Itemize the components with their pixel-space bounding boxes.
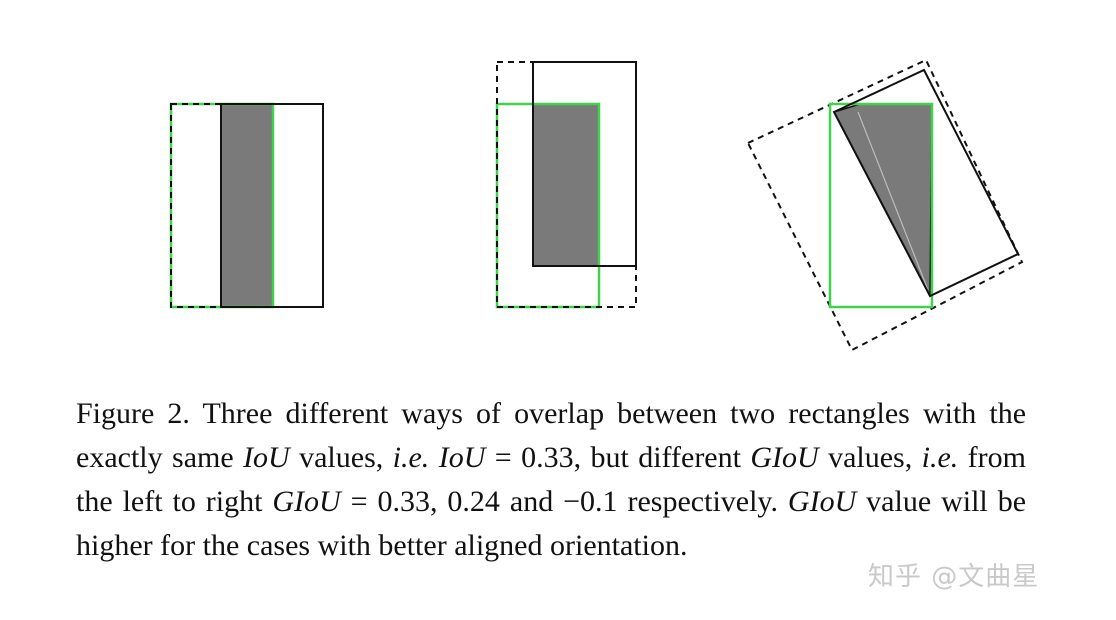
panel-rotated-overlap — [746, 58, 1024, 352]
panel-aligned-overlap — [169, 102, 324, 309]
enclosing-box-dashed — [170, 103, 324, 308]
caption-text: Three different ways of overlap between … — [76, 397, 1027, 474]
inner-highlight-line — [857, 111, 929, 291]
green-rectangle — [828, 102, 934, 309]
panel-offset-overlap — [495, 61, 637, 309]
math-giou: GIoU — [787, 485, 857, 518]
caption-ie: i.e. — [921, 441, 959, 474]
caption-text: from the left to right — [76, 441, 1026, 518]
caption-label: Figure 2. — [76, 397, 190, 430]
intersection-region — [832, 103, 933, 297]
black-rectangle — [532, 61, 637, 267]
black-rotated-rectangle — [832, 68, 1020, 298]
math-iou: IoU — [429, 441, 486, 474]
watermark: 知乎 @文曲星 — [868, 562, 1040, 592]
caption-text: , but different — [573, 441, 751, 474]
caption-text: and — [499, 485, 564, 518]
caption-text: value will be higher for the cases with … — [76, 485, 1027, 562]
math-iou: IoU — [243, 441, 290, 474]
intersection-region — [221, 104, 273, 307]
green-rectangle — [495, 102, 601, 309]
math-giou: GIoU — [750, 441, 819, 474]
caption-text: respectively. — [617, 485, 788, 518]
math-negative-value: −0.1 — [563, 485, 618, 518]
enclosing-box-dashed — [746, 58, 1024, 352]
enclosing-box-dashed — [496, 61, 637, 308]
figure-caption: Figure 2. Three different ways of overla… — [76, 392, 1026, 568]
figure-illustration — [169, 58, 1024, 352]
math-giou: GIoU — [272, 485, 341, 518]
caption-text: values, — [289, 441, 393, 474]
intersection-region — [533, 104, 599, 266]
caption-text: values, — [818, 441, 922, 474]
caption-ie: i.e. — [392, 441, 430, 474]
math-equals-value: = 0.33 — [485, 441, 574, 474]
math-equals-values: = 0.33, 0.24 — [340, 485, 500, 518]
